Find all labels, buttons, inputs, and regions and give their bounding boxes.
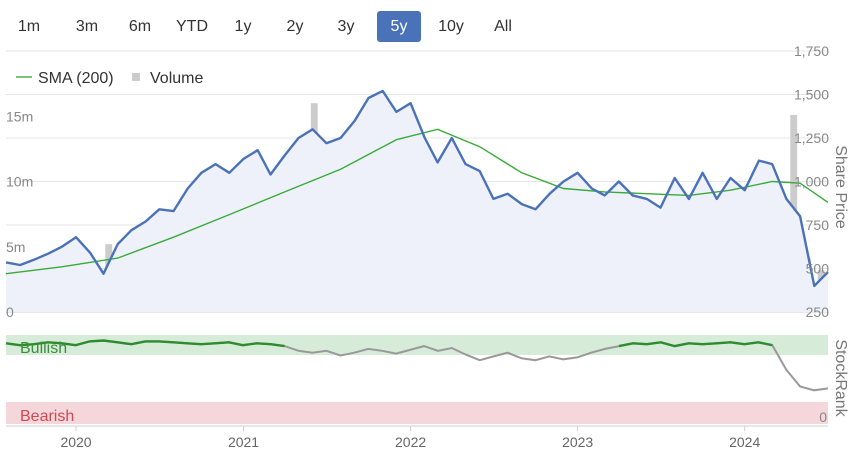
range-button-3y[interactable]: 3y — [337, 18, 355, 35]
price-tick-label: 1,250 — [794, 130, 829, 146]
sma-line — [5, 128, 829, 275]
range-button-10y[interactable]: 10y — [438, 18, 464, 35]
bullish-band — [6, 335, 828, 355]
x-tick-label: 2020 — [60, 434, 91, 450]
volume-tick-label: 0 — [6, 304, 14, 320]
bearish-band — [6, 402, 828, 424]
price-tick-label: 750 — [806, 217, 830, 233]
range-button-2y[interactable]: 2y — [286, 18, 304, 35]
range-button-5y[interactable]: 5y — [377, 11, 421, 42]
range-button-1m[interactable]: 1m — [17, 18, 41, 35]
range-button-ytd[interactable]: YTD — [176, 18, 208, 35]
price-tick-label: 1,750 — [794, 43, 829, 59]
volume-legend-swatch — [132, 73, 140, 81]
volume-tick-label: 5m — [6, 239, 25, 255]
x-tick-label: 2023 — [562, 434, 593, 450]
range-button-1y[interactable]: 1y — [234, 18, 252, 35]
stockrank-tick-label: 0 — [819, 409, 827, 425]
volume-tick-label: 10m — [6, 174, 33, 190]
range-button-all[interactable]: All — [494, 18, 512, 35]
price-area — [6, 91, 828, 312]
bearish-label: Bearish — [20, 408, 74, 425]
price-tick-label: 500 — [806, 261, 830, 277]
bullish-label: Bullish — [20, 340, 67, 357]
legend: SMA (200) Volume — [16, 70, 203, 87]
range-button-3m[interactable]: 3m — [75, 18, 99, 35]
price-line — [5, 89, 829, 288]
x-tick-label: 2022 — [395, 434, 426, 450]
volume-legend-label: Volume — [150, 70, 203, 87]
stockrank-bullish-segment — [618, 341, 773, 348]
share-price-axis-title: Share Price — [832, 145, 849, 229]
sma-legend-label: SMA (200) — [38, 70, 114, 87]
x-tick-label: 2024 — [729, 434, 760, 450]
price-tick-label: 1,000 — [794, 174, 829, 190]
stockrank-axis-title: StockRank — [832, 339, 849, 417]
price-tick-label: 250 — [806, 304, 830, 320]
volume-tick-label: 15m — [6, 108, 33, 124]
range-button-6m[interactable]: 6m — [128, 18, 152, 35]
stockrank-bullish-segment — [5, 339, 285, 348]
price-tick-label: 1,500 — [794, 87, 829, 103]
x-tick-label: 2021 — [228, 434, 259, 450]
